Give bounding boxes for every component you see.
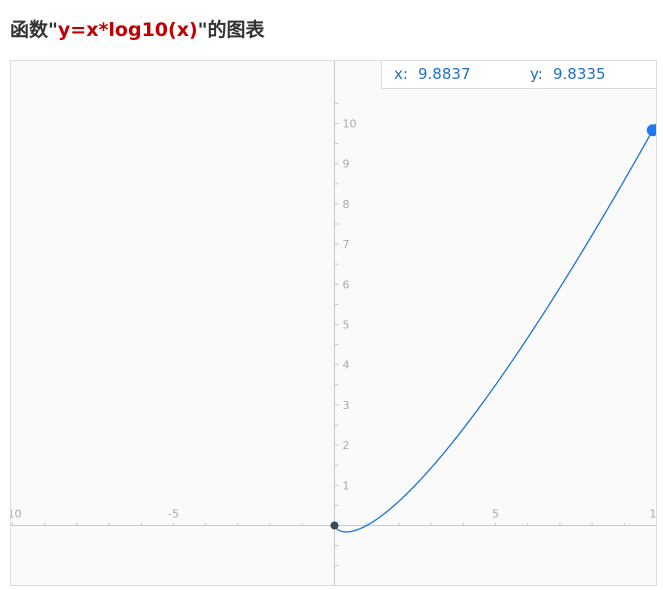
y-tick-label: 4 (343, 359, 350, 372)
y-tick-label: 9 (343, 158, 350, 171)
origin-point (330, 521, 339, 530)
x-tick-label: 10 (650, 508, 657, 521)
y-tick-label: 5 (343, 319, 350, 332)
chart-area[interactable]: -10 -5 5 10 1 2 3 4 5 6 7 8 9 10 x: 9.8837 y: 9.8335 (10, 60, 657, 586)
page-title: 函数"y=x*log10(x)"的图表 (10, 15, 265, 42)
function-curve (333, 123, 656, 533)
x-tick-label: 5 (492, 508, 499, 521)
title-prefix: 函数" (10, 19, 58, 41)
x-tick-label: -5 (168, 508, 179, 521)
readout-x-label: x: (394, 65, 408, 83)
x-tick-label: -10 (11, 508, 21, 521)
readout-y-value: 9.8335 (553, 65, 606, 83)
title-function: y=x*log10(x) (57, 19, 198, 41)
title-suffix: "的图表 (197, 19, 265, 41)
readout-x-value: 9.8837 (418, 65, 471, 83)
highlight-point (646, 124, 656, 137)
y-tick-label: 2 (343, 439, 350, 452)
readout-y-label: y: (530, 65, 543, 83)
y-tick-label: 3 (343, 399, 350, 412)
y-tick-label: 8 (343, 198, 350, 211)
y-tick-label: 1 (343, 479, 350, 492)
chart-svg[interactable]: -10 -5 5 10 1 2 3 4 5 6 7 8 9 10 (11, 61, 656, 585)
y-tick-label: 10 (343, 118, 357, 131)
y-tick-label: 7 (343, 238, 350, 251)
coordinate-readout: x: 9.8837 y: 9.8335 (381, 61, 656, 89)
y-tick-label: 6 (343, 278, 350, 291)
